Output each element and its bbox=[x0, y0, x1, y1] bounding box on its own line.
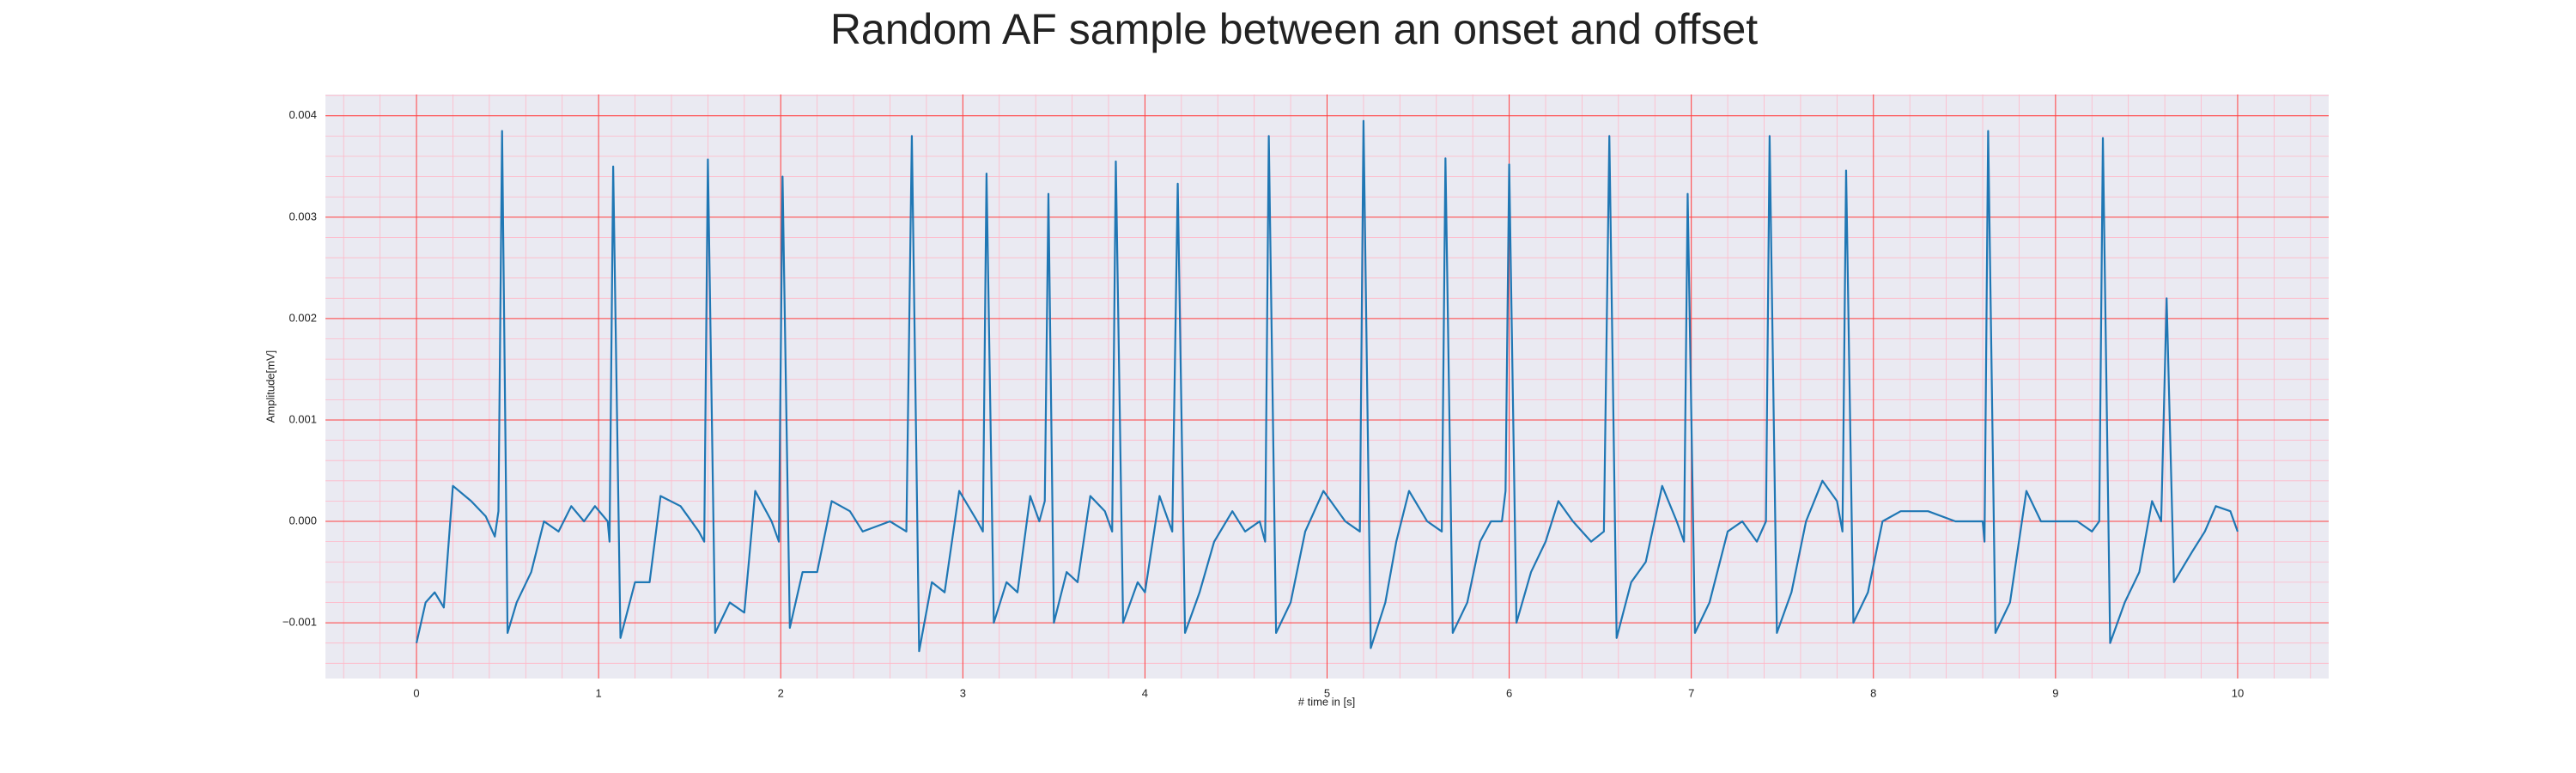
x-tick-label: 5 bbox=[1324, 686, 1330, 699]
chart-title: Random AF sample between an onset and of… bbox=[830, 5, 1758, 53]
y-tick-label: 0.004 bbox=[289, 108, 317, 121]
y-tick-label: −0.001 bbox=[283, 616, 317, 629]
x-tick-label: 10 bbox=[2232, 686, 2244, 699]
x-tick-label: 0 bbox=[413, 686, 419, 699]
signal-line bbox=[415, 119, 2239, 653]
x-axis-label: # time in [s] bbox=[1298, 695, 1355, 708]
x-tick-label: 4 bbox=[1142, 686, 1148, 699]
y-tick-label: 0.002 bbox=[289, 311, 317, 324]
x-tick-label: 9 bbox=[2052, 686, 2058, 699]
y-axis-label: Amplitude[mV] bbox=[264, 350, 276, 423]
x-tick-label: 3 bbox=[960, 686, 966, 699]
y-tick-label: 0.000 bbox=[289, 514, 317, 526]
x-tick-label: 7 bbox=[1688, 686, 1694, 699]
x-tick-label: 2 bbox=[778, 686, 784, 699]
y-tick-label: 0.003 bbox=[289, 210, 317, 222]
y-tick-label: 0.001 bbox=[289, 412, 317, 425]
x-tick-label: 6 bbox=[1506, 686, 1512, 699]
x-tick-label: 8 bbox=[1870, 686, 1876, 699]
x-tick-label: 1 bbox=[596, 686, 602, 699]
